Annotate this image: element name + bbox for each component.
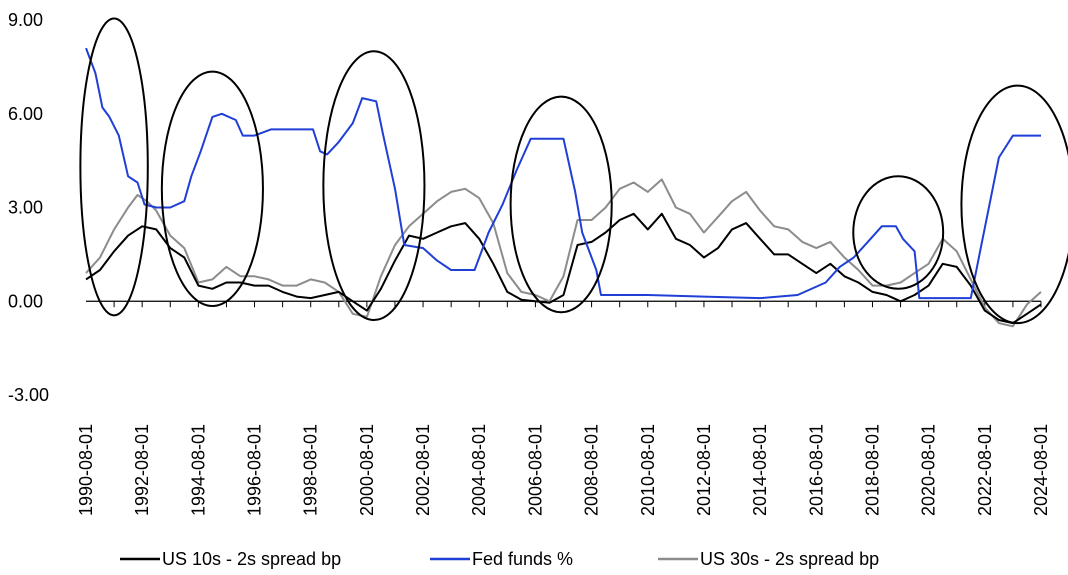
highlight-ellipse	[79, 17, 149, 317]
x-tick-label: 1996-08-01	[245, 424, 265, 516]
x-tick-label: 1998-08-01	[301, 424, 321, 516]
x-tick-label: 1994-08-01	[188, 424, 208, 516]
y-axis: 9.00 6.00 3.00 0.00 -3.00	[8, 10, 49, 405]
series-line-2	[85, 178, 1042, 328]
x-tick-label: 2018-08-01	[862, 424, 882, 516]
highlight-ellipse	[960, 84, 1068, 325]
x-tick-label: 2022-08-01	[975, 424, 995, 516]
highlight-ellipse	[322, 50, 426, 321]
x-tick-label: 2020-08-01	[919, 424, 939, 516]
legend-label: US 30s - 2s spread bp	[700, 549, 879, 569]
annotation-layer	[79, 17, 1068, 325]
x-tick-label: 2012-08-01	[694, 424, 714, 516]
series-line-1	[85, 47, 1041, 300]
series-layer	[85, 47, 1042, 328]
x-tick-label: 2010-08-01	[638, 424, 658, 516]
y-tick-label: 0.00	[8, 291, 43, 311]
x-tick-label: 2006-08-01	[525, 424, 545, 516]
x-tick-label: 2002-08-01	[413, 424, 433, 516]
x-tick-label: 1992-08-01	[132, 424, 152, 516]
y-tick-label: 6.00	[8, 104, 43, 124]
y-tick-label: 3.00	[8, 198, 43, 218]
legend-label: US 10s - 2s spread bp	[162, 549, 341, 569]
highlight-ellipse	[160, 70, 264, 307]
highlight-ellipse	[509, 95, 613, 314]
highlight-ellipse	[852, 175, 945, 290]
y-tick-label: 9.00	[8, 10, 43, 30]
x-tick-label: 2008-08-01	[582, 424, 602, 516]
x-tick-label: 2000-08-01	[357, 424, 377, 516]
x-tick-label: 1990-08-01	[76, 424, 96, 516]
x-tick-label: 2016-08-01	[806, 424, 826, 516]
legend: US 10s - 2s spread bp Fed funds % US 30s -…	[120, 549, 879, 569]
series-line-0	[85, 212, 1042, 325]
x-tick-label: 2004-08-01	[469, 424, 489, 516]
legend-label: Fed funds %	[472, 549, 573, 569]
y-tick-label: -3.00	[8, 385, 49, 405]
x-tick-label: 2024-08-01	[1031, 424, 1051, 516]
x-tick-label: 2014-08-01	[750, 424, 770, 516]
x-axis: 1990-08-01 1992-08-01 1994-08-01 1996-08-01…	[76, 300, 1051, 516]
